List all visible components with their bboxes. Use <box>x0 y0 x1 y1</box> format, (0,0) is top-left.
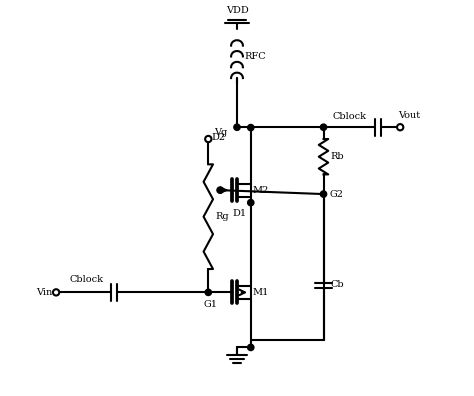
Circle shape <box>247 200 254 206</box>
Text: Cblock: Cblock <box>70 275 104 284</box>
Text: Vg: Vg <box>214 128 228 137</box>
Circle shape <box>397 124 403 130</box>
Circle shape <box>53 289 59 295</box>
Text: G2: G2 <box>329 190 343 198</box>
Text: M2: M2 <box>253 186 269 195</box>
Text: D2: D2 <box>211 133 225 142</box>
Circle shape <box>320 124 327 130</box>
Text: G1: G1 <box>203 300 217 309</box>
Text: Vin: Vin <box>36 288 52 297</box>
Circle shape <box>205 136 211 142</box>
Circle shape <box>217 187 223 193</box>
Circle shape <box>234 124 240 130</box>
Circle shape <box>247 344 254 350</box>
Text: RFC: RFC <box>245 52 266 61</box>
Text: Rg: Rg <box>215 212 229 221</box>
Text: Cblock: Cblock <box>332 112 366 121</box>
Text: VDD: VDD <box>226 6 248 15</box>
Circle shape <box>320 191 327 197</box>
Circle shape <box>205 289 211 295</box>
Text: D1: D1 <box>233 209 247 217</box>
Text: Rb: Rb <box>330 152 344 161</box>
Text: Cb: Cb <box>330 280 344 289</box>
Text: Vout: Vout <box>398 111 420 120</box>
Text: M1: M1 <box>253 288 269 297</box>
Circle shape <box>247 124 254 131</box>
